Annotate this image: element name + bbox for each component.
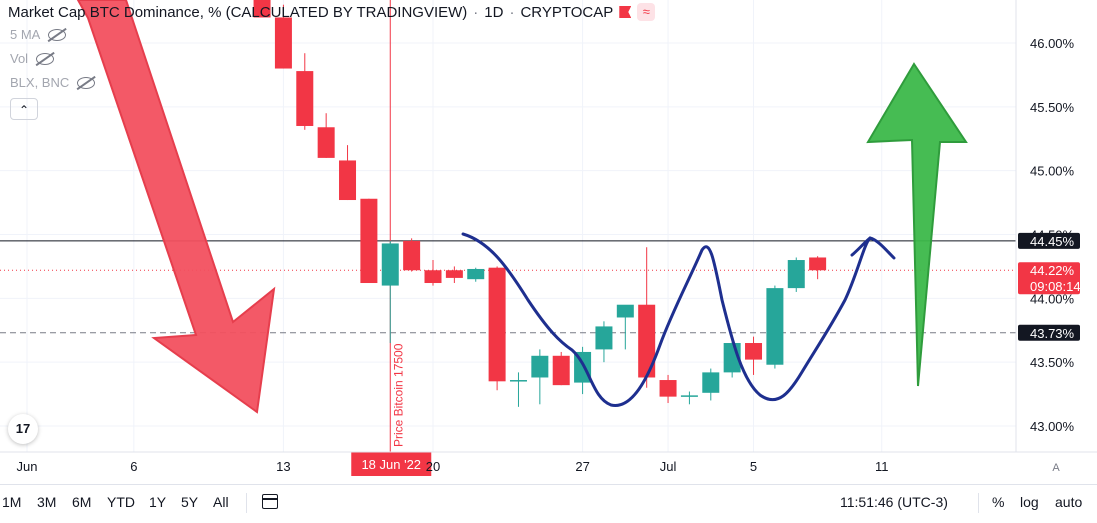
countdown-label: 09:08:14	[1030, 279, 1081, 294]
x-tick-label: 5	[750, 459, 757, 474]
indicator-vol[interactable]: Vol	[10, 51, 55, 66]
tradingview-logo[interactable]: 17	[8, 414, 38, 444]
clock-time[interactable]: 11:51:46 (UTC-3)	[840, 494, 948, 510]
symbol-title[interactable]: Market Cap BTC Dominance, % (CALCULATED …	[8, 3, 468, 21]
up-arrow-drawing	[866, 62, 968, 387]
x-tick-label: 13	[276, 459, 290, 474]
price-label: 44.22%	[1030, 263, 1075, 278]
candle-body	[766, 288, 784, 365]
bottom-toolbar: 1M 3M 6M YTD 1Y 5Y All 11:51:46 (UTC-3) …	[0, 484, 1097, 523]
range-1m[interactable]: 1M	[2, 494, 22, 510]
compare-icon[interactable]: ≈	[637, 3, 656, 21]
price-labels: 44.45% 44.22%09:08:14 43.73%	[1018, 232, 1081, 341]
x-tick-label: 20	[426, 459, 440, 474]
indicator-blx[interactable]: BLX, BNC	[10, 75, 96, 90]
grid	[0, 0, 1016, 452]
indicator-label: Vol	[10, 51, 29, 66]
price-label-box	[1018, 232, 1080, 249]
auto-toggle[interactable]: auto	[1055, 494, 1083, 510]
indicator-ma[interactable]: 5 MA	[10, 27, 67, 42]
price-label: 43.73%	[1030, 326, 1075, 341]
range-6m[interactable]: 6M	[72, 494, 92, 510]
y-axis[interactable]: 43.00%43.50%44.00%44.50%45.00%45.50%46.0…	[1015, 0, 1075, 452]
candle-body	[381, 243, 399, 286]
eye-off-icon[interactable]	[36, 52, 55, 65]
range-5y[interactable]: 5Y	[181, 494, 199, 510]
x-tick-label: 27	[575, 459, 589, 474]
candle-body	[467, 268, 485, 280]
candle-body	[702, 372, 720, 393]
x-tick-label: 11	[875, 459, 889, 474]
event-line: Price Bitcoin 17500 18 Jun '22	[351, 0, 432, 476]
candle-body	[253, 0, 271, 18]
indicator-label: 5 MA	[10, 27, 41, 42]
candle-body	[552, 355, 570, 386]
candle-body	[339, 160, 357, 201]
y-tick-label: 43.00%	[1030, 419, 1075, 434]
y-tick-label: 46.00%	[1030, 36, 1075, 51]
candle-body	[531, 355, 549, 378]
divider	[978, 493, 979, 513]
candle-body	[488, 267, 506, 382]
candle-body	[787, 260, 805, 289]
candle-body	[745, 343, 763, 360]
exchange-label: CRYPTOCAP	[520, 3, 614, 21]
log-toggle[interactable]: log	[1020, 494, 1039, 510]
candle-body	[360, 198, 378, 284]
candle-body	[424, 270, 442, 284]
auto-scale-label: A	[1052, 462, 1060, 474]
candle-body	[616, 304, 634, 318]
range-ytd[interactable]: YTD	[107, 494, 135, 510]
price-label: 44.45%	[1030, 234, 1075, 249]
candle-body	[680, 395, 698, 397]
eye-off-icon[interactable]	[48, 28, 67, 41]
calendar-icon[interactable]	[262, 494, 278, 509]
indicator-label: BLX, BNC	[10, 75, 70, 90]
candle-body	[638, 304, 656, 378]
candle-body	[296, 71, 314, 126]
annotations	[76, 0, 968, 414]
candles	[253, 0, 827, 407]
x-tick-label: Jul	[660, 459, 677, 474]
candle-body	[445, 270, 463, 278]
price-label-box	[1018, 324, 1080, 341]
y-tick-label: 44.00%	[1030, 291, 1075, 306]
interval-label[interactable]: 1D	[484, 3, 504, 21]
candle-body	[809, 257, 827, 271]
date-label: 18 Jun '22	[361, 457, 421, 472]
range-all[interactable]: All	[213, 494, 229, 510]
date-label-box	[351, 452, 432, 476]
event-annotation: Price Bitcoin 17500	[391, 343, 405, 447]
flag-icon[interactable]	[619, 6, 632, 18]
candle-body	[509, 380, 527, 382]
divider	[246, 493, 247, 513]
candle-body	[317, 127, 335, 158]
hand-drawn-wave	[461, 232, 896, 407]
y-tick-label: 45.50%	[1030, 100, 1075, 115]
range-3m[interactable]: 3M	[37, 494, 57, 510]
price-label-box	[1018, 262, 1080, 295]
price-chart[interactable]: Price Bitcoin 17500 18 Jun '22 43.00% 43.5…	[0, 0, 1097, 484]
chevron-up-icon[interactable]: ⌃	[10, 98, 38, 120]
x-tick-label: 6	[130, 459, 137, 474]
down-arrow-drawing	[76, 0, 276, 414]
x-axis[interactable]: Jun 6 13 20 27 Jul 5 11 A	[0, 451, 1097, 474]
percent-toggle[interactable]: %	[992, 494, 1005, 510]
candle-body	[595, 326, 613, 350]
eye-off-icon[interactable]	[77, 76, 96, 89]
candle-body	[403, 240, 421, 271]
range-1y[interactable]: 1Y	[149, 494, 167, 510]
candle-body	[274, 17, 292, 69]
candle-body	[659, 380, 677, 397]
y-tick-label: 45.00%	[1030, 164, 1075, 179]
x-tick-label: Jun	[17, 459, 38, 474]
chart-legend: Market Cap BTC Dominance, % (CALCULATED …	[8, 3, 656, 21]
y-tick-label: 43.50%	[1030, 355, 1075, 370]
